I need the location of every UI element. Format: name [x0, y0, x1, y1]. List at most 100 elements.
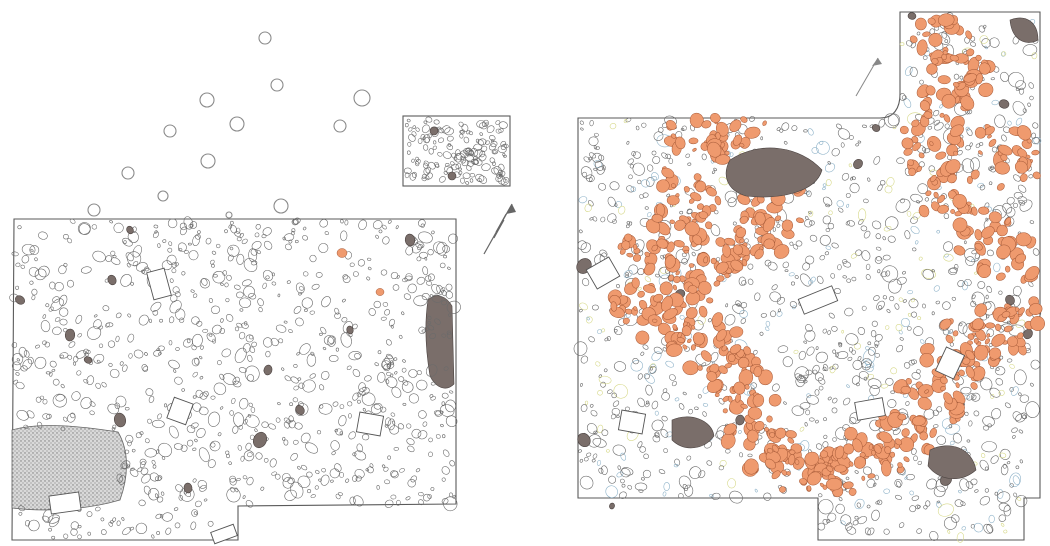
stone — [874, 256, 883, 264]
stone — [875, 246, 882, 251]
stone — [302, 226, 307, 231]
stone — [818, 385, 824, 391]
stone — [782, 356, 793, 368]
stone — [949, 440, 955, 446]
stone — [824, 251, 829, 256]
stone — [335, 428, 343, 436]
stone — [966, 439, 971, 443]
stone — [213, 274, 218, 278]
stone — [771, 284, 778, 291]
burnt-stone — [996, 244, 1011, 260]
stone — [626, 140, 630, 145]
stone — [447, 266, 451, 270]
burnt-stone — [974, 126, 987, 139]
stone — [77, 534, 82, 540]
stone — [283, 320, 288, 324]
burnt-stone — [768, 393, 782, 407]
burnt-stone — [336, 248, 348, 258]
stone — [814, 372, 824, 382]
stone — [624, 406, 630, 412]
left-plan — [9, 31, 461, 545]
stone — [841, 173, 850, 181]
stone — [923, 148, 931, 154]
stone — [831, 242, 839, 249]
stone — [689, 466, 702, 479]
stone — [698, 470, 706, 479]
stone — [297, 475, 311, 488]
stone — [581, 171, 588, 178]
stone — [286, 280, 291, 284]
stone — [246, 374, 255, 382]
stone — [429, 394, 434, 398]
burnt-stone — [722, 408, 728, 414]
stone — [588, 336, 595, 343]
stone — [906, 40, 913, 47]
stone — [441, 125, 451, 134]
stone — [747, 278, 754, 285]
stone — [271, 281, 277, 286]
dark-stone — [107, 274, 117, 286]
stone — [827, 396, 832, 401]
burnt-stone — [737, 356, 750, 369]
stone — [911, 311, 918, 318]
stone — [932, 424, 939, 428]
stone — [168, 316, 175, 324]
stone — [145, 388, 154, 396]
stone — [606, 449, 610, 453]
burnt-stone — [735, 227, 747, 238]
stone — [111, 427, 116, 431]
burnt-stone — [715, 237, 726, 247]
stone — [391, 470, 399, 478]
stone — [600, 381, 606, 388]
burnt-stone — [971, 206, 978, 216]
stone — [980, 453, 986, 458]
stone — [415, 241, 425, 249]
stone — [367, 257, 372, 261]
stone — [1019, 459, 1023, 464]
burnt-stone — [716, 275, 725, 282]
stone — [428, 437, 433, 443]
stone — [334, 307, 340, 315]
stone — [959, 75, 964, 80]
stone — [125, 252, 134, 262]
stone — [262, 282, 267, 289]
stone — [628, 174, 633, 180]
stone — [902, 299, 907, 303]
stone — [585, 452, 592, 457]
stone — [885, 270, 891, 277]
burnt-stone — [965, 30, 973, 40]
stone — [316, 430, 322, 435]
stone — [225, 450, 230, 455]
stone — [593, 145, 597, 150]
burnt-stone — [713, 280, 721, 287]
stone — [295, 239, 299, 244]
stone — [361, 391, 366, 397]
stone — [596, 166, 605, 175]
stone — [170, 294, 178, 303]
burnt-stone — [806, 485, 812, 492]
stone — [727, 197, 737, 208]
stone — [578, 196, 588, 204]
stone — [593, 167, 598, 171]
stone — [408, 133, 416, 142]
burnt-stone — [941, 53, 947, 61]
stone — [691, 251, 696, 257]
stone — [848, 417, 857, 425]
stone — [1017, 184, 1027, 193]
stone — [236, 477, 241, 482]
stone — [837, 342, 843, 346]
stone — [66, 279, 75, 288]
stone — [361, 392, 376, 406]
burnt-stone — [688, 137, 699, 145]
stone — [882, 254, 891, 261]
burnt-stone — [1004, 217, 1012, 226]
burnt-stone — [991, 333, 1006, 347]
stone — [719, 460, 727, 467]
stone — [293, 439, 299, 445]
stone — [209, 259, 215, 265]
stone — [319, 219, 328, 228]
stone — [141, 473, 151, 484]
stone — [884, 185, 893, 194]
stone — [643, 453, 649, 460]
burnt-stone — [943, 114, 951, 123]
